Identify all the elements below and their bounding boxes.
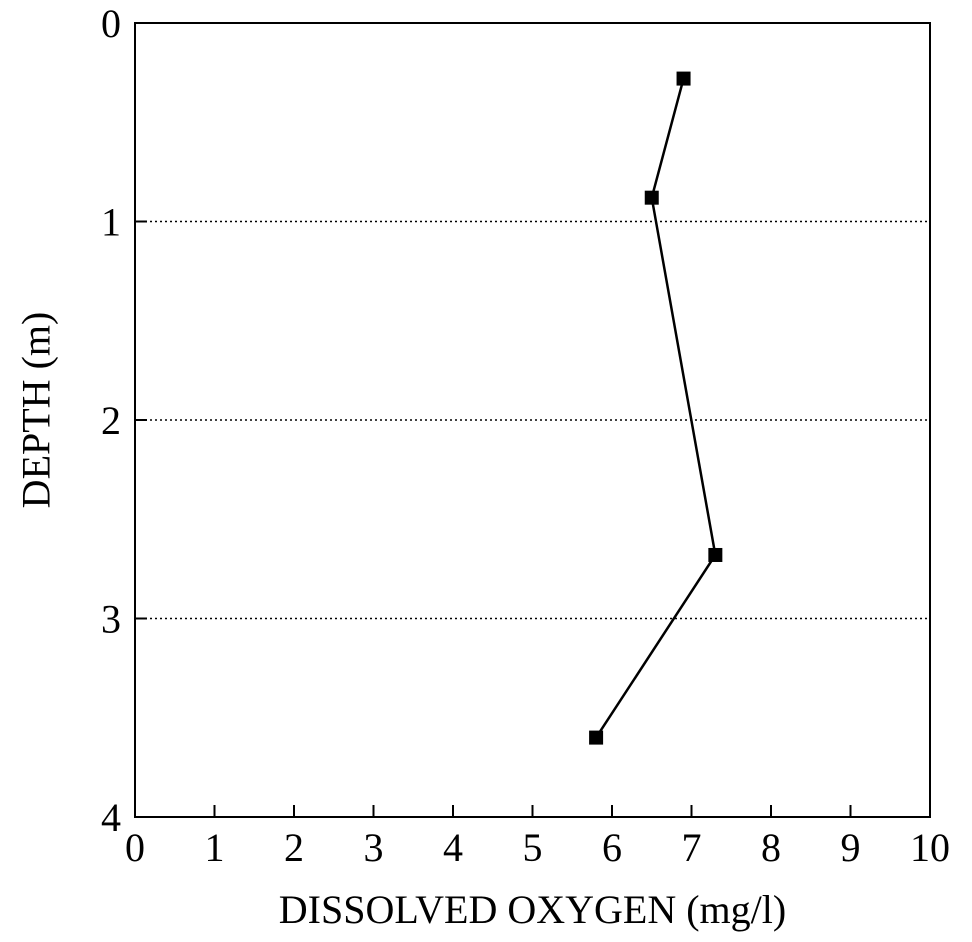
x-tick-label-8: 8: [761, 825, 781, 870]
y-tick-label-1: 1: [101, 200, 121, 245]
data-point-0-0: [676, 71, 691, 86]
x-tick-label-3: 3: [364, 825, 384, 870]
data-point-0-3: [589, 730, 604, 745]
x-tick-label-6: 6: [602, 825, 622, 870]
x-tick-label-1: 1: [205, 825, 225, 870]
data-point-0-1: [644, 190, 659, 205]
x-tick-label-10: 10: [910, 825, 950, 870]
y-tick-label-4: 4: [101, 795, 121, 840]
y-axis-label-wrap: DEPTH (m): [6, 210, 66, 610]
series-line-0: [595, 78, 717, 739]
y-tick-label-3: 3: [101, 597, 121, 642]
x-tick-label-4: 4: [443, 825, 463, 870]
data-point-0-2: [708, 547, 723, 562]
x-axis-label: DISSOLVED OXYGEN (mg/l): [278, 887, 787, 932]
y-tick-label-2: 2: [101, 398, 121, 443]
y-axis-label: DEPTH (m): [13, 311, 59, 509]
x-axis-ticks: 0 1 2 3 4 5 6 7 8 9 10: [125, 805, 950, 870]
x-tick-label-5: 5: [523, 825, 543, 870]
y-tick-label-0: 0: [101, 1, 121, 46]
series-layer: [589, 71, 723, 745]
x-tick-label-7: 7: [682, 825, 702, 870]
y-axis-ticks: 0 1 2 3 4: [101, 1, 147, 840]
x-tick-label-2: 2: [284, 825, 304, 870]
x-tick-label-9: 9: [841, 825, 861, 870]
grid-lines: [135, 220, 930, 620]
x-tick-label-0: 0: [125, 825, 145, 870]
